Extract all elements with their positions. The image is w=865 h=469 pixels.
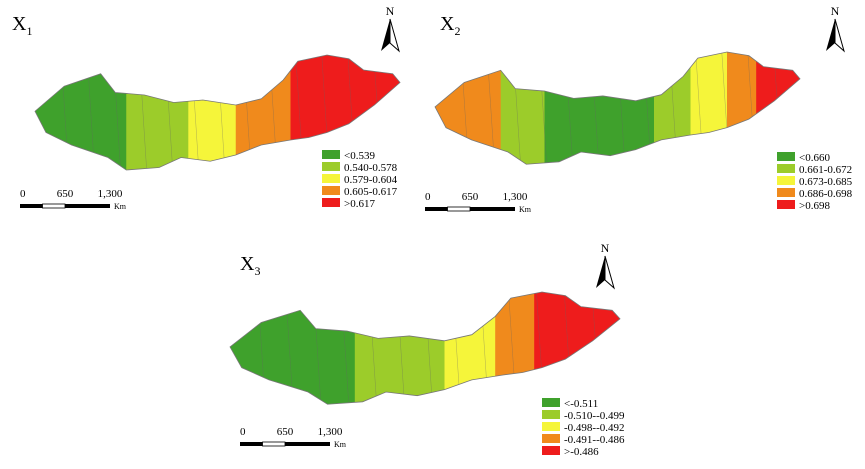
scale-bar-right	[285, 442, 330, 446]
region-outline	[434, 51, 801, 165]
legend-swatch	[777, 200, 795, 209]
legend-label: >0.698	[799, 200, 830, 212]
legend-label: 0.686-0.698	[799, 188, 853, 200]
north-label: N	[386, 4, 395, 18]
label-letter: X	[440, 13, 455, 35]
region-class	[544, 52, 655, 165]
scale-bar-mid	[262, 441, 286, 447]
scale-label: 0	[425, 191, 431, 203]
legend-swatch	[777, 164, 795, 173]
region-class	[654, 52, 692, 165]
legend-label: 0.661-0.672	[799, 164, 852, 176]
legend-swatch	[322, 150, 340, 159]
scale-label: 0	[240, 426, 246, 438]
legend-label: -0.510--0.499	[564, 410, 625, 422]
region-class	[35, 55, 128, 170]
region-class	[230, 292, 356, 405]
scale-unit: Km	[519, 205, 532, 214]
scale-bar-mid	[447, 206, 471, 212]
north-arrow-left	[596, 256, 605, 288]
map-label: X1	[12, 13, 32, 38]
legend-label: 0.540-0.578	[344, 162, 398, 174]
legend-label: 0.605-0.617	[344, 186, 398, 198]
legend-label: >-0.486	[564, 446, 599, 458]
label-subscript: 2	[454, 24, 460, 38]
legend-label: 0.673-0.685	[799, 176, 853, 188]
scale-label: 650	[277, 426, 294, 438]
label-letter: X	[12, 13, 27, 35]
region-class	[690, 52, 728, 165]
legend-label: -0.491--0.486	[564, 434, 625, 446]
legend-swatch	[542, 422, 560, 431]
map-label: X3	[240, 253, 260, 278]
legend-label: <-0.511	[564, 398, 598, 410]
legend-swatch	[322, 198, 340, 207]
legend-swatch	[322, 174, 340, 183]
north-label: N	[831, 4, 840, 18]
north-arrow-right	[389, 18, 400, 53]
north-arrow-left	[826, 19, 835, 51]
scale-label: 650	[57, 188, 74, 200]
label-letter: X	[240, 253, 255, 275]
legend-label: <0.539	[344, 150, 375, 162]
region-class	[235, 55, 292, 170]
scale-label: 0	[20, 188, 26, 200]
scale-bar-mid	[42, 203, 66, 209]
legend-swatch	[542, 410, 560, 419]
north-label: N	[601, 241, 610, 255]
legend-swatch	[542, 398, 560, 407]
scale-bar-left	[240, 442, 263, 446]
legend-swatch	[542, 446, 560, 455]
north-arrow-left	[381, 19, 390, 51]
region-class	[727, 52, 758, 165]
legend-swatch	[777, 176, 795, 185]
scale-bar-right	[65, 204, 110, 208]
region-class	[354, 292, 446, 405]
legend-label: >0.617	[344, 198, 375, 210]
legend-label: -0.498--0.492	[564, 422, 625, 434]
scale-bar-left	[425, 207, 448, 211]
legend-label: 0.579-0.604	[344, 174, 398, 186]
legend-label: <0.660	[799, 152, 830, 164]
scale-bar-left	[20, 204, 43, 208]
legend-swatch	[322, 162, 340, 171]
scale-label: 650	[462, 191, 479, 203]
scale-unit: Km	[334, 440, 347, 449]
region-outline	[34, 54, 401, 171]
region-map	[435, 52, 800, 165]
region-map	[230, 292, 620, 405]
scale-bar-right	[470, 207, 515, 211]
legend-swatch	[542, 434, 560, 443]
label-subscript: 1	[26, 24, 32, 38]
legend-swatch	[777, 188, 795, 197]
label-subscript: 3	[254, 264, 260, 278]
scale-label: 1,300	[503, 191, 528, 203]
legend-swatch	[322, 186, 340, 195]
north-arrow-right	[834, 18, 845, 53]
region-class	[126, 55, 190, 170]
scale-label: 1,300	[98, 188, 123, 200]
region-class	[444, 292, 497, 405]
legend-swatch	[777, 152, 795, 161]
region-class	[500, 52, 546, 165]
scale-unit: Km	[114, 202, 127, 211]
north-arrow-right	[604, 255, 615, 290]
region-class	[435, 52, 502, 165]
scale-label: 1,300	[318, 426, 343, 438]
region-outline	[229, 291, 621, 405]
map-label: X2	[440, 13, 460, 38]
